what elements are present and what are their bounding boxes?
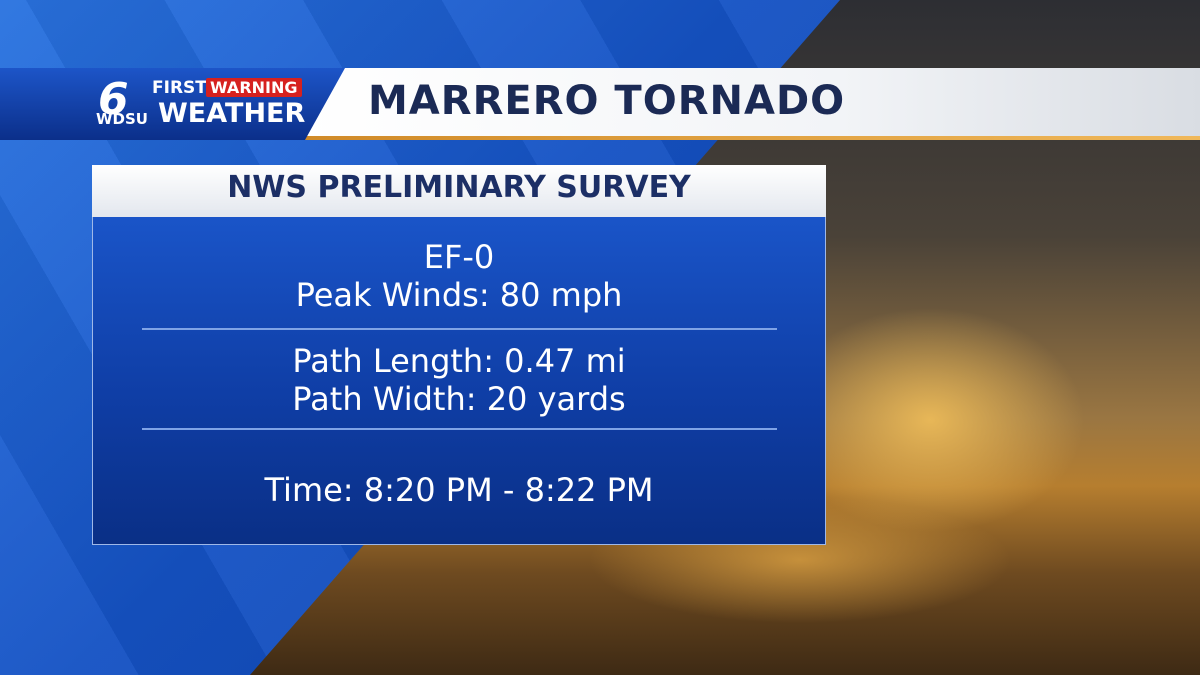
section: Path Length: 0.47 mi Path Width: 20 yard… — [92, 342, 826, 418]
header-accent — [300, 136, 1200, 140]
headline: MARRERO TORNADO — [368, 78, 846, 124]
logo-station: WDSU — [96, 110, 148, 128]
panel — [92, 165, 826, 545]
divider — [142, 428, 777, 430]
divider — [142, 328, 777, 330]
info-line: Path Length: 0.47 mi — [292, 342, 626, 380]
panel-title: NWS PRELIMINARY SURVEY — [227, 170, 691, 205]
logo-number: 6 — [98, 74, 129, 125]
logo-first: FIRST — [152, 78, 207, 98]
info-line: Time: 8:20 PM - 8:22 PM — [264, 471, 654, 509]
panel-header — [92, 165, 826, 217]
info-line: Path Width: 20 yards — [292, 380, 626, 418]
logo-weather: WEATHER — [158, 98, 306, 129]
section: EF-0 Peak Winds: 80 mph — [92, 238, 826, 314]
info-line: Peak Winds: 80 mph — [295, 276, 623, 314]
header-bar — [300, 68, 1200, 138]
info-line: EF-0 — [423, 238, 495, 276]
section: Time: 8:20 PM - 8:22 PM — [92, 471, 826, 509]
logo-warning: WARNING — [206, 78, 302, 97]
